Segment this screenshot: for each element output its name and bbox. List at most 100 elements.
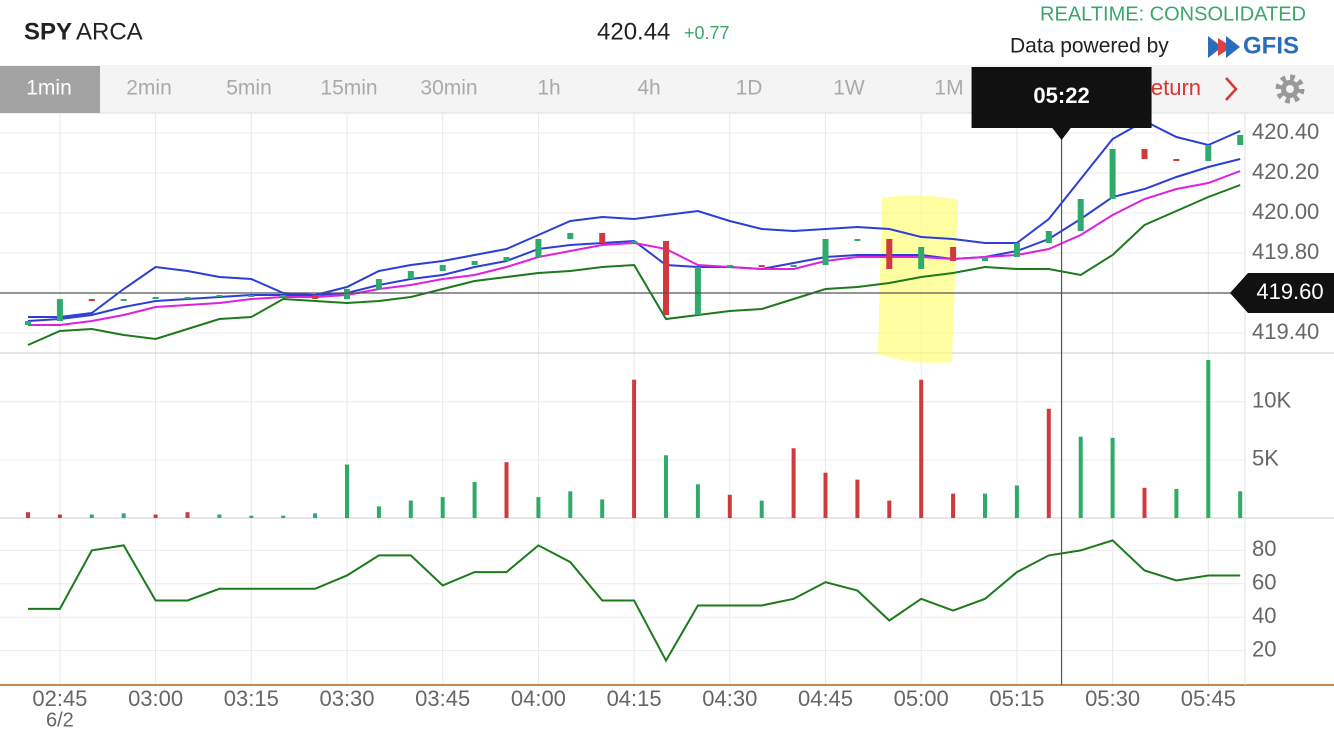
candle <box>694 267 701 315</box>
candle <box>854 239 861 241</box>
interval-button[interactable]: 4h <box>637 77 660 100</box>
symbol: SPY <box>24 18 72 45</box>
volume-bar <box>249 515 254 518</box>
volume-bar <box>983 493 987 518</box>
volume-bar <box>791 448 796 518</box>
candle <box>535 239 542 257</box>
volume-bar <box>1238 491 1243 518</box>
candle <box>439 265 446 271</box>
volume-bar <box>695 484 700 518</box>
price-change: +0.77 <box>684 23 730 43</box>
interval-button[interactable]: 5min <box>226 77 272 100</box>
volume-bar <box>313 513 318 518</box>
return-chevron <box>1225 77 1238 101</box>
volume-bar <box>855 479 860 518</box>
volume-bar <box>121 513 126 518</box>
candle <box>1205 145 1212 161</box>
candle <box>216 295 223 297</box>
candle <box>280 295 287 297</box>
volume-bar <box>1142 487 1147 518</box>
time-tooltip-box <box>971 67 1152 128</box>
y-tick-label: 10K <box>1252 388 1291 413</box>
x-tick-label: 05:30 <box>1085 686 1140 711</box>
last-price: 420.44 <box>597 18 670 45</box>
candle <box>822 239 829 265</box>
settings-gear[interactable] <box>1275 74 1305 104</box>
interval-button[interactable]: 1D <box>736 77 763 100</box>
candle <box>1109 149 1116 199</box>
provider-logo: GFIS <box>1208 32 1299 59</box>
interval-button[interactable]: 1h <box>537 77 560 100</box>
x-tick-label: 03:30 <box>319 686 374 711</box>
candle <box>950 247 957 261</box>
x-tick-label: 04:15 <box>607 686 662 711</box>
x-tick-label: 05:45 <box>1181 686 1236 711</box>
interval-button[interactable]: 1M <box>934 77 963 100</box>
volume-bar <box>1174 488 1179 518</box>
rsi-line <box>28 539 1241 663</box>
interval-button[interactable]: 1min <box>26 77 72 100</box>
volume-bar <box>1014 485 1019 518</box>
candle <box>375 279 382 289</box>
interval-button[interactable]: 15min <box>320 77 377 100</box>
candle <box>344 289 350 299</box>
candle <box>631 241 638 243</box>
y-tick-label: 80 <box>1252 536 1276 561</box>
candle <box>790 265 797 267</box>
x-date-label: 6/2 <box>46 709 74 731</box>
volume-bar <box>57 514 62 518</box>
volume-bar <box>664 455 668 518</box>
x-tick-label: 04:30 <box>702 686 757 711</box>
x-tick-label: 03:00 <box>128 686 183 711</box>
time-tooltip-pointer <box>1051 127 1072 140</box>
candle <box>56 299 63 321</box>
volume-bar <box>568 491 573 518</box>
candle <box>726 265 733 267</box>
candle <box>25 321 31 325</box>
volume-bar <box>345 464 349 518</box>
header-bg <box>0 0 1334 65</box>
indicator-line <box>27 184 1241 346</box>
volume-bar <box>727 494 732 518</box>
crosshair-price-box <box>1230 273 1334 313</box>
x-tick-label: 03:45 <box>415 686 470 711</box>
y-tick-label: 420.40 <box>1252 119 1319 144</box>
volume-bar <box>1206 359 1211 518</box>
candle <box>663 241 669 315</box>
toolbar: 1min 2min 5min 15min 30min 1h 4h 1D 1W 1M Return <box>0 66 1305 113</box>
interval-button[interactable]: 1W <box>833 77 865 100</box>
candle <box>1237 135 1244 145</box>
volume-bar <box>823 472 828 518</box>
y-tick-label: 420.20 <box>1252 159 1319 184</box>
settings-gear-hole <box>1286 85 1294 93</box>
volume-bar <box>440 497 445 518</box>
interval-button[interactable]: 30min <box>420 77 477 100</box>
candle <box>312 295 319 299</box>
candle <box>1141 149 1148 159</box>
overlay: 419.60 05:22 <box>0 67 1334 685</box>
volume-bar <box>185 512 190 518</box>
volume-bar <box>153 514 158 518</box>
interval-button[interactable]: 2min <box>126 77 172 100</box>
plot-area: 02:45 03:00 03:15 03:30 03:45 04:00 04:15 04:30… <box>0 113 1334 731</box>
candle <box>248 295 255 297</box>
candle <box>758 265 765 267</box>
volume-bar <box>632 379 637 518</box>
volume-bar <box>1046 408 1051 518</box>
candle <box>120 299 127 301</box>
volume-bar <box>1078 436 1083 518</box>
x-tick-label: 02:45 <box>32 686 87 711</box>
volume-bar <box>887 500 892 518</box>
crosshair-price-label: 419.60 <box>1256 279 1323 304</box>
x-tick-label: 04:45 <box>798 686 853 711</box>
volume-bar <box>1110 437 1115 518</box>
candle <box>886 239 893 269</box>
volume-bar <box>376 506 381 518</box>
candle <box>982 257 988 261</box>
volume-bar <box>536 497 541 518</box>
y-tick-label: 419.80 <box>1252 239 1319 264</box>
candle <box>407 271 414 279</box>
time-tooltip-label: 05:22 <box>1033 83 1089 108</box>
x-tick-label: 05:15 <box>989 686 1044 711</box>
